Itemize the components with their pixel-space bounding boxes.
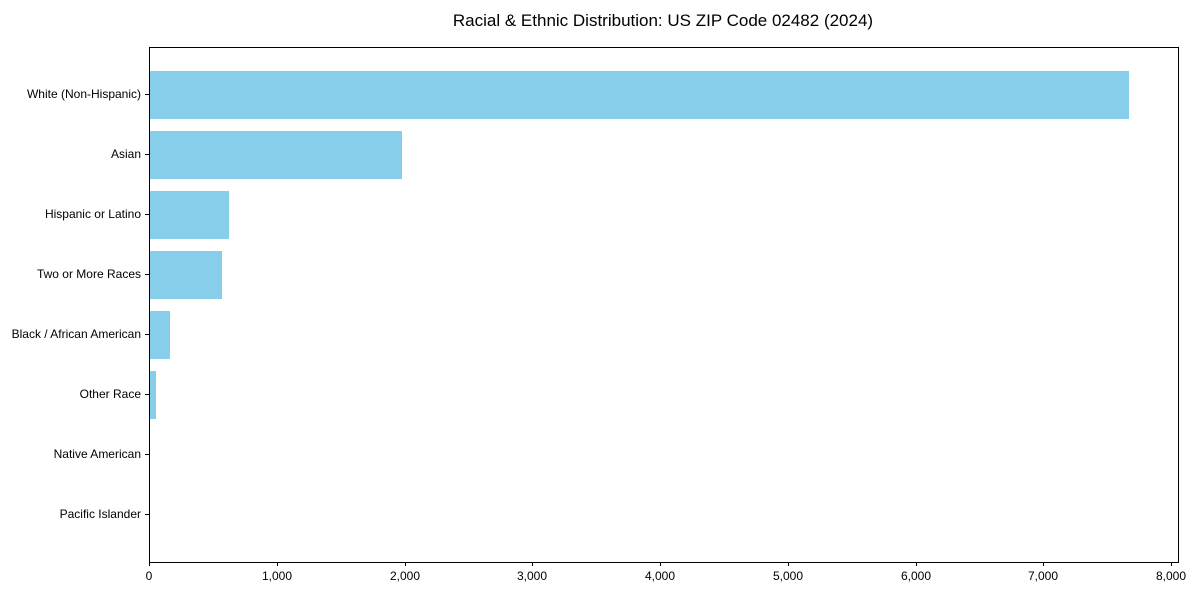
x-tick-mark	[532, 562, 533, 566]
y-label-white-non-hispanic: White (Non-Hispanic)	[26, 87, 141, 101]
bar-white-non-hispanic	[150, 71, 1129, 119]
x-tick-mark	[660, 562, 661, 566]
bar-other-race	[150, 371, 156, 419]
y-tick-mark	[145, 274, 149, 275]
bar-asian	[150, 131, 402, 179]
x-tick-label: 1,000	[261, 569, 293, 583]
x-tick-label: 4,000	[644, 569, 676, 583]
x-tick-mark	[149, 562, 150, 566]
y-tick-mark	[145, 454, 149, 455]
x-tick-mark	[1171, 562, 1172, 566]
chart-title: Racial & Ethnic Distribution: US ZIP Cod…	[452, 11, 874, 30]
x-tick-mark	[916, 562, 917, 566]
y-label-hispanic-or-latino: Hispanic or Latino	[44, 207, 141, 221]
bar-two-or-more-races	[150, 251, 222, 299]
y-tick-mark	[145, 514, 149, 515]
x-tick-label: 0	[145, 569, 153, 583]
y-label-other-race: Other Race	[79, 387, 141, 401]
x-tick-label: 6,000	[900, 569, 932, 583]
y-label-pacific-islander: Pacific Islander	[59, 507, 141, 521]
y-label-black-african-american: Black / African American	[11, 327, 141, 341]
y-tick-mark	[145, 394, 149, 395]
bar-black-african-american	[150, 311, 170, 359]
bar-hispanic-or-latino	[150, 191, 229, 239]
y-label-asian: Asian	[110, 147, 141, 161]
y-tick-mark	[145, 94, 149, 95]
x-tick-mark	[788, 562, 789, 566]
y-label-two-or-more-races: Two or More Races	[36, 267, 141, 281]
plot-area	[149, 47, 1179, 563]
x-tick-label: 5,000	[772, 569, 804, 583]
x-tick-label: 3,000	[516, 569, 548, 583]
x-tick-label: 8,000	[1155, 569, 1187, 583]
x-tick-mark	[277, 562, 278, 566]
x-tick-mark	[405, 562, 406, 566]
bars-layer	[150, 48, 1178, 562]
y-tick-mark	[145, 214, 149, 215]
x-tick-label: 7,000	[1027, 569, 1059, 583]
y-label-native-american: Native American	[53, 447, 141, 461]
y-tick-mark	[145, 334, 149, 335]
x-tick-label: 2,000	[389, 569, 421, 583]
y-tick-mark	[145, 154, 149, 155]
x-tick-mark	[1043, 562, 1044, 566]
